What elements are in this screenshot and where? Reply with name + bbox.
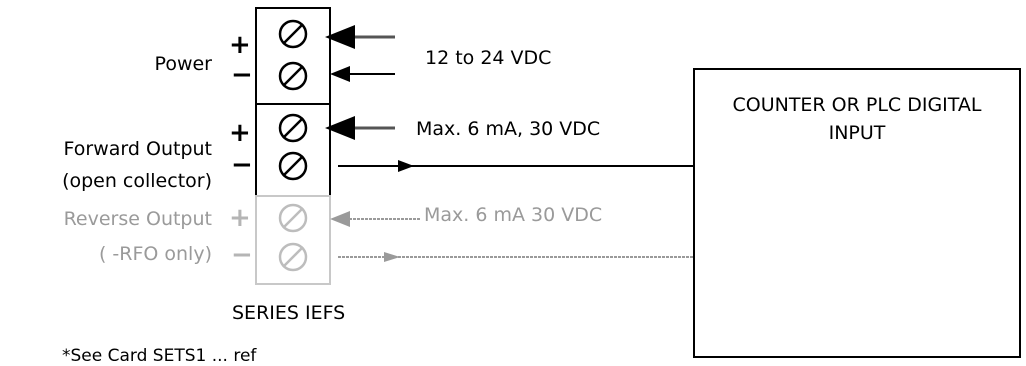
forward-terminal-block (256, 104, 330, 196)
device-title-line1: COUNTER OR PLC DIGITAL (694, 96, 1020, 115)
reverse-minus-arrow (384, 252, 400, 262)
forward-minus-arrow (398, 160, 414, 172)
series-iefs-label: SERIES IEFS (232, 304, 345, 323)
reverse-minus-sign: − (231, 242, 253, 268)
power-minus-sign: − (231, 62, 253, 88)
power-plus-sign: + (229, 32, 251, 58)
reverse-plus-sign: + (229, 205, 251, 231)
reverse-output-sublabel: ( -RFO only) (0, 245, 212, 264)
forward-minus-sign: − (231, 152, 253, 178)
forward-plus-sign: + (229, 120, 251, 146)
power-spec: 12 to 24 VDC (425, 49, 551, 68)
reverse-output-label: Reverse Output (0, 210, 212, 229)
power-label: Power (100, 55, 212, 74)
footer-note: *See Card SETS1 ... ref (62, 348, 256, 365)
forward-output-spec: Max. 6 mA, 30 VDC (416, 120, 600, 139)
device-title-line2: INPUT (694, 124, 1020, 143)
forward-output-sublabel: (open collector) (0, 172, 212, 191)
reverse-output-spec: Max. 6 mA 30 VDC (424, 206, 602, 225)
forward-output-label: Forward Output (0, 140, 212, 159)
